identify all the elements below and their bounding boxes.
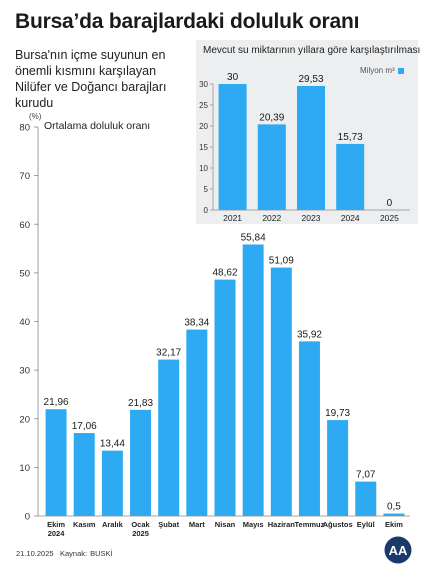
- main-bar: [298, 341, 320, 516]
- main-bar-value-label: 38,34: [184, 318, 209, 329]
- main-bar: [101, 450, 123, 516]
- main-y-tick-label: 50: [19, 268, 30, 279]
- inset-legend-label: Milyon m³: [360, 66, 395, 75]
- main-bar: [327, 420, 349, 516]
- inset-x-tick-label: 2023: [302, 213, 321, 223]
- logo-text: AA: [389, 543, 408, 558]
- main-bar: [270, 267, 292, 516]
- main-x-tick-label: Ekim: [47, 520, 65, 529]
- main-bar-value-label: 32,17: [156, 348, 181, 359]
- main-x-tick-label: Ocak: [131, 520, 150, 529]
- main-bar: [73, 433, 95, 516]
- main-bar: [355, 481, 377, 516]
- aa-logo-icon: AA: [384, 536, 412, 564]
- main-bar: [242, 244, 264, 516]
- inset-legend: Milyon m³: [360, 66, 404, 75]
- main-x-tick-label: Temmuz: [295, 520, 325, 529]
- main-x-tick-label: Eylül: [357, 520, 375, 529]
- footer-source-label: Kaynak:: [60, 549, 88, 558]
- main-y-tick-label: 30: [19, 366, 30, 377]
- main-y-tick-label: 10: [19, 463, 30, 474]
- inset-y-tick-label: 25: [199, 101, 208, 110]
- inset-y-tick-label: 30: [199, 80, 208, 89]
- main-x-tick-label: Ağustos: [323, 520, 353, 529]
- main-x-tick-label: Haziran: [268, 520, 296, 529]
- main-bar: [158, 359, 180, 516]
- inset-y-tick-label: 20: [199, 122, 208, 131]
- main-bar: [214, 279, 236, 516]
- main-x-tick-label: Nisan: [215, 520, 236, 529]
- footer-source: Kaynak: BUSKİ: [60, 549, 113, 558]
- inset-bar: [257, 124, 286, 210]
- main-bar-value-label: 0,5: [387, 502, 401, 513]
- main-bar-value-label: 19,73: [325, 408, 350, 419]
- inset-bar-value-label: 29,53: [298, 74, 323, 85]
- main-y-tick-label: 70: [19, 171, 30, 182]
- main-y-tick-label: 20: [19, 414, 30, 425]
- main-x-tick-label: 2025: [132, 529, 149, 538]
- inset-bar-value-label: 15,73: [338, 132, 363, 143]
- footer-source-value: BUSKİ: [90, 549, 113, 558]
- main-bar-value-label: 51,09: [269, 256, 294, 267]
- main-bar-value-label: 21,96: [44, 397, 69, 408]
- inset-bar-value-label: 30: [227, 72, 239, 83]
- inset-y-tick-label: 5: [204, 185, 209, 194]
- inset-bar: [297, 85, 325, 210]
- main-bar-value-label: 35,92: [297, 329, 322, 340]
- main-x-tick-label: Aralık: [102, 520, 124, 529]
- main-bar: [383, 513, 405, 516]
- main-bar: [45, 409, 67, 516]
- main-x-tick-label: Şubat: [158, 520, 179, 529]
- inset-bar: [218, 84, 247, 210]
- main-x-tick-label: Mart: [189, 520, 205, 529]
- main-bar-value-label: 55,84: [241, 232, 266, 243]
- inset-x-tick-label: 2021: [223, 213, 242, 223]
- main-x-tick-label: Kasım: [73, 520, 96, 529]
- main-y-tick-label: 80: [19, 123, 30, 134]
- inset-x-tick-label: 2022: [262, 213, 281, 223]
- inset-y-tick-label: 15: [199, 143, 208, 152]
- main-bar-value-label: 48,62: [212, 268, 237, 279]
- main-bar: [186, 329, 208, 516]
- main-x-tick-label: 2024: [48, 529, 66, 538]
- legend-swatch: [397, 67, 404, 74]
- main-y-axis-unit: (%): [29, 112, 42, 121]
- inset-chart-title: Mevcut su miktarının yıllara göre karşıl…: [203, 45, 421, 56]
- main-y-tick-label: 40: [19, 317, 30, 328]
- inset-y-tick-label: 10: [199, 164, 208, 173]
- main-y-tick-label: 60: [19, 220, 30, 231]
- inset-bar-value-label: 0: [387, 198, 393, 209]
- footer-date: 21.10.2025: [16, 549, 54, 558]
- inset-x-tick-label: 2025: [380, 213, 399, 223]
- main-bar: [130, 409, 152, 516]
- chart-title: Bursa’da barajlardaki doluluk oranı: [15, 10, 360, 33]
- main-bar-value-label: 13,44: [100, 439, 125, 450]
- main-bar-value-label: 21,83: [128, 398, 153, 409]
- main-x-tick-label: Mayıs: [243, 520, 264, 529]
- main-y-tick-label: 0: [25, 512, 30, 523]
- main-x-tick-label: Ekim: [385, 520, 403, 529]
- main-bar-value-label: 7,07: [356, 470, 376, 481]
- main-bar-value-label: 17,06: [72, 421, 97, 432]
- inset-x-tick-label: 2024: [341, 213, 360, 223]
- inset-bar-value-label: 20,39: [259, 112, 284, 123]
- main-chart-title: Ortalama doluluk oranı: [44, 120, 151, 132]
- inset-y-tick-label: 0: [204, 206, 209, 215]
- chart-subtitle: Bursa'nın içme suyunun en önemli kısmını…: [15, 48, 167, 110]
- inset-bar: [336, 143, 365, 210]
